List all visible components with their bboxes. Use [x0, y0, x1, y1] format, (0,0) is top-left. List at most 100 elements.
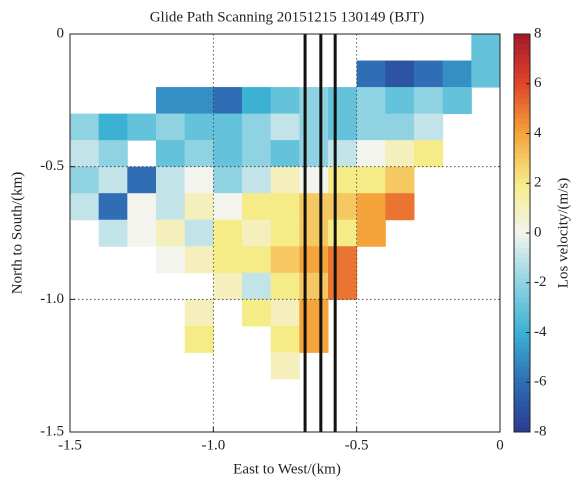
colorbar-segment [514, 262, 530, 269]
heatmap-cell [328, 246, 358, 274]
y-axis-label: North to South/(km) [9, 172, 25, 295]
heatmap-cell [70, 193, 100, 221]
colorbar-segment [514, 252, 530, 259]
heatmap-cell [328, 166, 358, 194]
colorbar-segment [514, 402, 530, 408]
heatmap-cell [270, 219, 300, 247]
colorbar-tick-label: -4 [534, 324, 547, 340]
heatmap-cell [156, 193, 186, 221]
heatmap-cell [213, 272, 243, 300]
colorbar-segment [514, 58, 530, 65]
heatmap-cell [328, 219, 358, 247]
heatmap-cell [414, 87, 444, 115]
colorbar-segment [514, 158, 530, 164]
colorbar-segment [514, 88, 530, 95]
colorbar-segment [514, 312, 530, 319]
colorbar-segment [514, 168, 530, 174]
heatmap-cell [385, 193, 415, 221]
heatmap-cell [270, 299, 300, 327]
colorbar-segment [514, 103, 530, 110]
colorbar-segment [514, 287, 530, 294]
colorbar-segment [514, 68, 530, 75]
heatmap-cell [242, 193, 272, 221]
colorbar-tick-label: -6 [534, 374, 547, 390]
heatmap-cell [98, 219, 128, 247]
heatmap-cell [213, 87, 243, 115]
y-tick-label: -1.5 [40, 423, 64, 439]
colorbar-segment [514, 277, 530, 284]
heatmap-cell [70, 140, 100, 168]
colorbar-segment [514, 133, 530, 139]
colorbar-segment [514, 128, 530, 134]
y-tick-label: -1.0 [40, 291, 64, 307]
heatmap-cell [156, 113, 186, 141]
heatmap-cell [270, 325, 300, 353]
heatmap-cell [127, 193, 157, 221]
colorbar-segment [514, 317, 530, 324]
colorbar-tick-label: 4 [534, 125, 542, 141]
colorbar-segment [514, 392, 530, 398]
heatmap-cell [270, 272, 300, 300]
heatmap-cell [328, 193, 358, 221]
y-tick-label: 0 [57, 25, 65, 41]
heatmap-cell [98, 140, 128, 168]
colorbar-segment [514, 123, 530, 130]
heatmap-cell [98, 113, 128, 141]
colorbar-segment [514, 242, 530, 249]
colorbar-segment [514, 322, 530, 329]
heatmap-cell [414, 60, 444, 88]
heatmap-cell [471, 34, 501, 62]
colorbar-segment [514, 282, 530, 289]
heatmap-cell [127, 219, 157, 247]
heatmap-cell [242, 246, 272, 274]
x-tick-label: -1.0 [201, 437, 225, 453]
colorbar-segment [514, 208, 530, 214]
x-tick-label: 0 [496, 437, 504, 453]
colorbar-tick-label: 6 [534, 75, 542, 91]
colorbar-segment [514, 73, 530, 80]
heatmap-cell [471, 60, 501, 88]
heatmap-cell [385, 140, 415, 168]
heatmap-cell [184, 219, 214, 247]
colorbar-tick-label: 8 [534, 25, 542, 41]
colorbar-segment [514, 178, 530, 184]
heatmap-cell [184, 87, 214, 115]
heatmap-cell [127, 166, 157, 194]
heatmap-cell [213, 140, 243, 168]
heatmap-cell [242, 140, 272, 168]
colorbar-segment [514, 108, 530, 115]
colorbar-segment [514, 407, 530, 413]
heatmap-cell [156, 87, 186, 115]
heatmap-cell [242, 113, 272, 141]
colorbar-segment [514, 83, 530, 90]
heatmap-cell [213, 246, 243, 274]
heatmap-cell [156, 246, 186, 274]
heatmap-cell [70, 113, 100, 141]
heatmap-cell [184, 193, 214, 221]
heatmap-cell [328, 87, 358, 115]
x-tick-label: -1.5 [58, 437, 82, 453]
heatmap-cell [98, 193, 128, 221]
colorbar-segment [514, 233, 530, 239]
heatmap-cell [442, 87, 472, 115]
heatmap-cell [184, 246, 214, 274]
heatmap-cell [242, 219, 272, 247]
colorbar-tick-label: 2 [534, 175, 542, 191]
heatmap-cell [270, 140, 300, 168]
colorbar-segment [514, 63, 530, 70]
heatmap-cell [270, 352, 300, 380]
colorbar-label: Los velocity/(m/s) [555, 178, 571, 288]
colorbar-segment [514, 153, 530, 159]
heatmap-cell [156, 219, 186, 247]
colorbar-segment [514, 203, 530, 209]
heatmap-cell [242, 272, 272, 300]
colorbar-segment [514, 188, 530, 194]
heatmap-cell [414, 140, 444, 168]
colorbar-segment [514, 113, 530, 120]
heatmap-cell [356, 140, 386, 168]
colorbar-segment [514, 342, 530, 348]
y-tick-label: -0.5 [40, 158, 64, 174]
colorbar-segment [514, 173, 530, 179]
heatmap-cell [213, 219, 243, 247]
colorbar-segment [514, 78, 530, 85]
